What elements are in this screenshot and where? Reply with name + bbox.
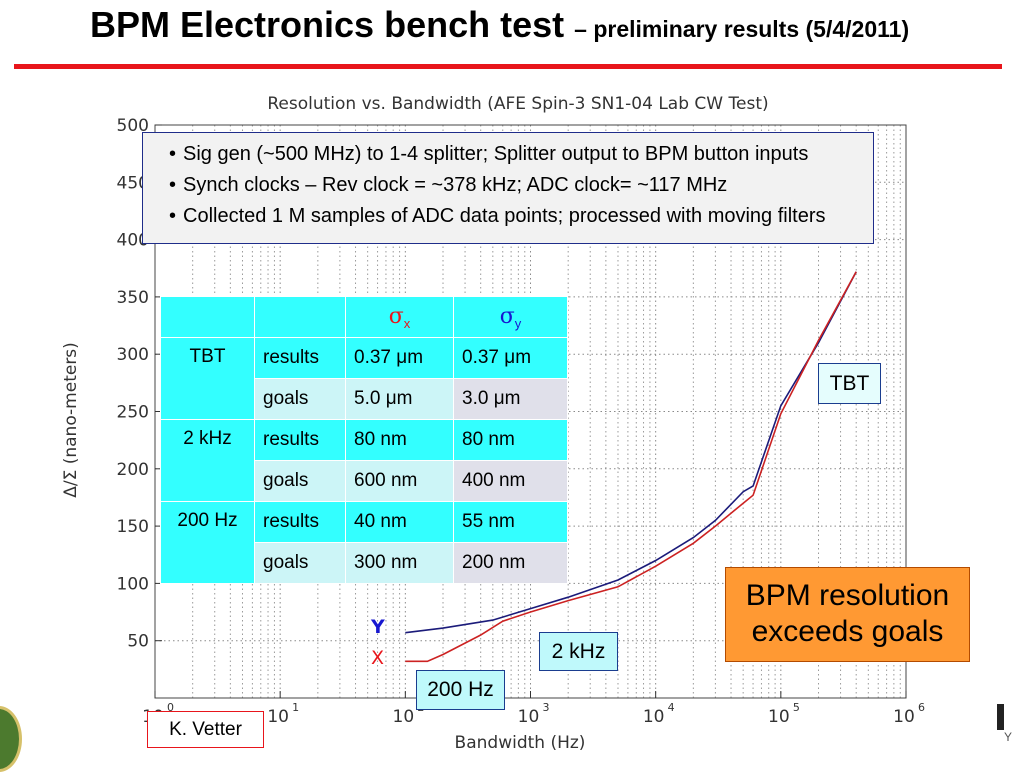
table-row: goals 300 nm 200 nm (161, 542, 568, 584)
y-tick-label: 500 (117, 116, 149, 136)
y-tick-label: 100 (117, 574, 149, 594)
header-cell-empty (254, 296, 346, 338)
row-label: goals (254, 542, 346, 584)
table-cell: 80 nm (453, 419, 568, 461)
row-label: results (254, 419, 346, 461)
table-cell: 0.37 μm (345, 337, 454, 379)
author-label: K. Vetter (147, 711, 264, 748)
y-tick-label: 400 (117, 231, 149, 251)
header-sigma-x: σx (345, 296, 454, 338)
table-cell: 400 nm (453, 460, 568, 502)
header-sigma-y: σy (453, 296, 568, 338)
table-row: TBT results 0.37 μm 0.37 μm (160, 337, 568, 420)
bullet-icon: • (169, 174, 177, 196)
resolution-exceeds-goals-callout: BPM resolution exceeds goals (725, 567, 970, 662)
x-tick-label: 10 (643, 707, 665, 727)
y-tick-label: 300 (117, 345, 149, 365)
table-row: 2 kHz results 80 nm 80 nm (160, 419, 568, 502)
test-notes-box: • Sig gen (~500 MHz) to 1-4 splitter; Spl… (142, 132, 874, 244)
x-tick-label: 10 (893, 707, 915, 727)
test-note: • Sig gen (~500 MHz) to 1-4 splitter; Spl… (169, 139, 873, 170)
title-rule (14, 64, 1002, 69)
chart-title: Resolution vs. Bandwidth (AFE Spin-3 SN1… (267, 94, 768, 114)
series-line-y (405, 271, 857, 634)
table-cell: 200 nm (453, 542, 568, 584)
x-tick-label: 10 (768, 707, 790, 727)
table-cell: 5.0 μm (345, 378, 454, 420)
corner-mark (997, 704, 1004, 730)
title-subtitle: – preliminary results (5/4/2011) (574, 16, 910, 42)
y-tick-label: 350 (117, 288, 149, 308)
x-tick-label: 10 (267, 707, 289, 727)
y-tick-label: 450 (117, 173, 149, 193)
group-label-2khz: 2 kHz (160, 419, 255, 502)
chart-ylabel: Δ/Σ (nano-meters) (61, 342, 81, 498)
row-label: results (254, 337, 346, 379)
series-label-y: Y (370, 616, 385, 638)
x-tick-exponent: 4 (668, 701, 675, 714)
x-tick-exponent: 3 (543, 701, 550, 714)
x-tick-exponent: 6 (918, 701, 925, 714)
table-header-row: σx σy (160, 296, 568, 338)
series-line-x (405, 271, 857, 663)
slide-title: BPM Electronics bench test – preliminary… (90, 4, 909, 46)
y-tick-label: 200 (117, 460, 149, 480)
table-row: 200 Hz results 40 nm 55 nm (160, 501, 568, 584)
200hz-callout: 200 Hz (416, 670, 505, 710)
bullet-icon: • (169, 143, 177, 165)
table-cell: 0.37 μm (453, 337, 568, 379)
test-note-text: Sig gen (~500 MHz) to 1-4 splitter; Spli… (183, 143, 809, 165)
table-row: goals 5.0 μm 3.0 μm (161, 378, 568, 420)
chart-xlabel: Bandwidth (Hz) (455, 733, 586, 753)
y-tick-label: 50 (127, 632, 149, 652)
table-cell: 55 nm (453, 501, 568, 543)
row-label: goals (254, 460, 346, 502)
test-note-text: Synch clocks – Rev clock = ~378 kHz; ADC… (183, 174, 728, 196)
x-tick-exponent: 0 (167, 701, 174, 714)
x-tick-label: 10 (518, 707, 540, 727)
callout-line: BPM resolution (745, 579, 950, 612)
test-note-text: Collected 1 M samples of ADC data points… (183, 205, 826, 227)
tbt-callout: TBT (818, 363, 881, 404)
table-cell: 300 nm (345, 542, 454, 584)
group-label-200hz: 200 Hz (160, 501, 255, 584)
test-note: • Synch clocks – Rev clock = ~378 kHz; AD… (169, 170, 873, 201)
row-label: results (254, 501, 346, 543)
x-tick-exponent: 1 (292, 701, 299, 714)
table-cell: 40 nm (345, 501, 454, 543)
table-cell: 3.0 μm (453, 378, 568, 420)
table-cell: 600 nm (345, 460, 454, 502)
y-tick-label: 150 (117, 517, 149, 537)
series-label-x: X (371, 647, 384, 669)
x-tick-exponent: 5 (793, 701, 800, 714)
row-label: goals (254, 378, 346, 420)
test-note: • Collected 1 M samples of ADC data point… (169, 201, 873, 232)
x-tick-label: 10 (393, 707, 415, 727)
header-cell-empty (160, 296, 255, 338)
y-tick-label: 250 (117, 403, 149, 423)
callout-line: exceeds goals (751, 615, 944, 648)
group-label-tbt: TBT (160, 337, 255, 420)
corner-letter: Y (1004, 730, 1013, 744)
table-cell: 80 nm (345, 419, 454, 461)
title-main: BPM Electronics bench test (90, 4, 565, 45)
bullet-icon: • (169, 205, 177, 227)
2khz-callout: 2 kHz (539, 632, 618, 671)
resolution-table: σx σy TBT results 0.37 μm 0.37 μm goals … (160, 296, 568, 584)
